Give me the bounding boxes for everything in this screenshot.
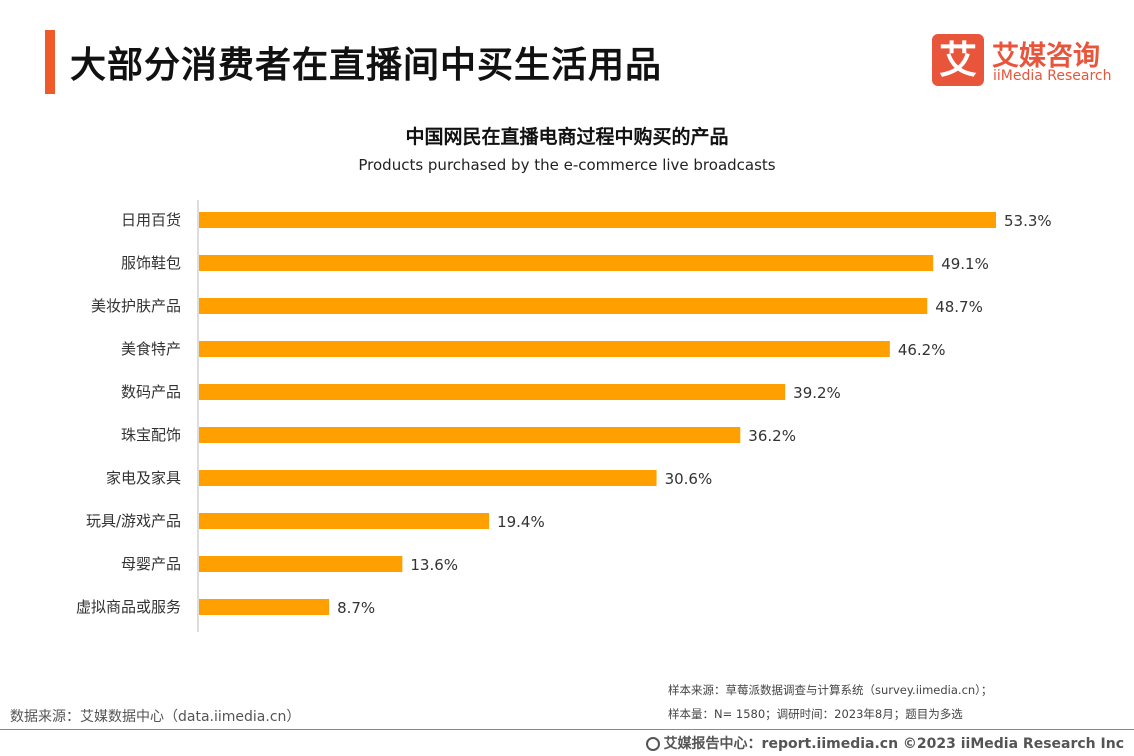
bar <box>199 470 657 486</box>
value-label: 8.7% <box>337 599 375 617</box>
logo-mark: 艾 <box>932 34 984 86</box>
globe-icon <box>645 737 660 751</box>
bar <box>199 513 490 529</box>
sample-info: 样本量：N= 1580；调研时间：2023年8月；题目为多选 <box>668 707 963 721</box>
category-label: 家电及家具 <box>106 469 181 487</box>
bar <box>199 556 403 572</box>
value-label: 30.6% <box>665 470 713 488</box>
bar <box>199 212 996 228</box>
copyright-text: 艾媒报告中心：report.iimedia.cn ©2023 iiMedia R… <box>663 736 1124 752</box>
category-label: 玩具/游戏产品 <box>86 512 181 530</box>
value-label: 39.2% <box>793 384 841 402</box>
value-label: 49.1% <box>941 255 989 273</box>
data-source: 数据来源：艾媒数据中心（data.iimedia.cn） <box>10 709 301 725</box>
category-label: 虚拟商品或服务 <box>76 598 181 616</box>
value-label: 48.7% <box>935 298 983 316</box>
category-label: 服饰鞋包 <box>121 254 181 272</box>
sample-source: 样本来源：草莓派数据调查与计算系统（survey.iimedia.cn）； <box>668 683 993 697</box>
chart-title: 中国网民在直播电商过程中购买的产品 <box>405 126 729 148</box>
copyright-footer: 艾媒报告中心：report.iimedia.cn ©2023 iiMedia R… <box>645 733 1124 753</box>
bar <box>199 427 741 443</box>
page-title: 大部分消费者在直播间中买生活用品 <box>70 45 663 86</box>
bar <box>199 255 934 271</box>
logo-name-cn: 艾媒咨询 <box>992 41 1100 72</box>
bar <box>199 384 786 400</box>
logo-name-en: iiMedia Research <box>993 68 1112 84</box>
category-label: 日用百货 <box>121 211 181 229</box>
title-accent-bar <box>45 30 55 94</box>
bar <box>199 599 330 615</box>
category-label: 美食特产 <box>121 340 181 358</box>
iimedia-logo: 艾 艾媒咨询 iiMedia Research <box>932 34 1112 88</box>
value-label: 46.2% <box>898 341 946 359</box>
category-label: 美妆护肤产品 <box>91 297 181 315</box>
value-label: 13.6% <box>410 556 458 574</box>
value-label: 36.2% <box>748 427 796 445</box>
value-label: 53.3% <box>1004 212 1052 230</box>
chart-subtitle: Products purchased by the e-commerce liv… <box>358 156 776 174</box>
category-label: 母婴产品 <box>121 555 181 573</box>
value-label: 19.4% <box>497 513 545 531</box>
bar <box>199 341 890 357</box>
bar-chart: 日用百货 53.3% 服饰鞋包 49.1% 美妆护肤产品 48.7% 美食特产 46.2% 数码… <box>76 200 1052 632</box>
bar <box>199 298 928 314</box>
category-label: 珠宝配饰 <box>121 426 181 444</box>
footer-divider <box>0 729 1134 730</box>
category-label: 数码产品 <box>121 383 181 401</box>
